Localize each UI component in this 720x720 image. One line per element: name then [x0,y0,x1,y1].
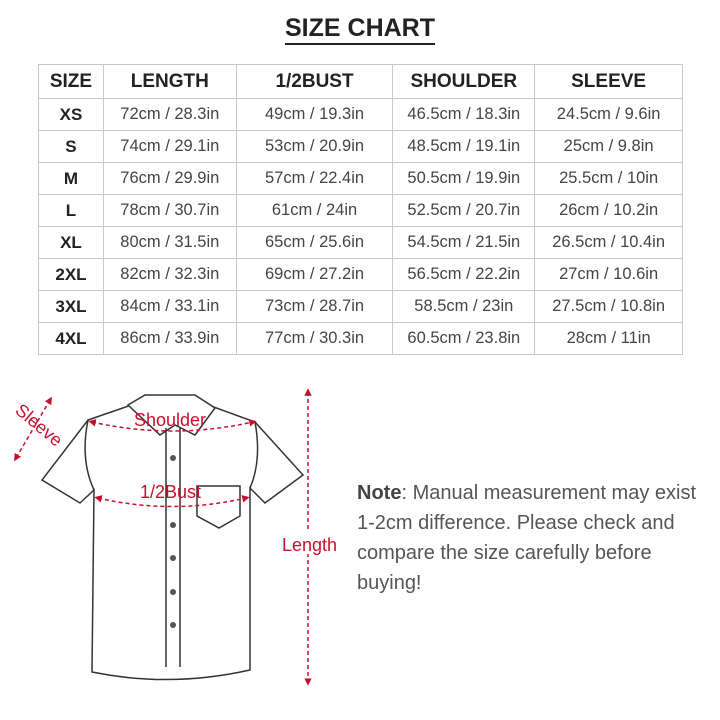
size-cell: 3XL [38,290,104,323]
measure-cell: 48.5cm / 19.1in [392,130,536,163]
page-title: SIZE CHART [0,14,720,45]
table-row: XL 80cm / 31.5in 65cm / 25.6in 54.5cm / 21.… [38,226,683,259]
buttons [170,455,176,628]
table-row: M 76cm / 29.9in 57cm / 22.4in 50.5cm / 19.9… [38,162,683,195]
measure-cell: 74cm / 29.1in [102,130,237,163]
measure-cell: 24.5cm / 9.6in [534,98,683,131]
measure-cell: 26cm / 10.2in [534,194,683,227]
table-header: SIZE LENGTH 1/2BUST SHOULDER SLEEVE [38,64,683,99]
measure-cell: 78cm / 30.7in [102,194,237,227]
shirt-diagram: Sleeve Shoulder 1/2Bust Length [11,388,338,686]
column-header: 1/2BUST [235,64,394,99]
measure-cell: 27.5cm / 10.8in [534,290,683,323]
measure-cell: 61cm / 24in [235,194,394,227]
column-header: SHOULDER [392,64,536,99]
shirt-icon [40,394,305,681]
measure-cell: 54.5cm / 21.5in [392,226,536,259]
size-cell: 4XL [38,322,104,355]
measure-cell: 28cm / 11in [534,322,683,355]
size-cell: M [38,162,104,195]
size-cell: XL [38,226,104,259]
measure-cell: 69cm / 27.2in [235,258,394,291]
measure-cell: 50.5cm / 19.9in [392,162,536,195]
measure-cell: 49cm / 19.3in [235,98,394,131]
size-cell: S [38,130,104,163]
measure-cell: 84cm / 33.1in [102,290,237,323]
size-cell: L [38,194,104,227]
measure-cell: 80cm / 31.5in [102,226,237,259]
measure-cell: 57cm / 22.4in [235,162,394,195]
measure-cell: 76cm / 29.9in [102,162,237,195]
measure-cell: 56.5cm / 22.2in [392,258,536,291]
measure-cell: 25.5cm / 10in [534,162,683,195]
measure-cell: 46.5cm / 18.3in [392,98,536,131]
measure-cell: 65cm / 25.6in [235,226,394,259]
shoulder-label: Shoulder [134,410,206,430]
note-text: Note: Manual measurement may exist 1-2cm… [357,482,697,594]
table-row: L 78cm / 30.7in 61cm / 24in 52.5cm / 20.7in… [38,194,683,227]
sleeve-label: Sleeve [11,400,66,451]
column-header: SLEEVE [534,64,683,99]
measure-cell: 58.5cm / 23in [392,290,536,323]
table-row: 2XL 82cm / 32.3in 69cm / 27.2in 56.5cm / 22… [38,258,683,291]
table-row: 3XL 84cm / 33.1in 73cm / 28.7in 58.5cm / 23… [38,290,683,323]
size-table: SIZE LENGTH 1/2BUST SHOULDER SLEEVE XS 72cm /… [38,64,683,355]
measure-cell: 77cm / 30.3in [235,322,394,355]
measure-cell: 26.5cm / 10.4in [534,226,683,259]
measure-lines [14,388,312,686]
measure-cell: 53cm / 20.9in [235,130,394,163]
table-row: XS 72cm / 28.3in 49cm / 19.3in 46.5cm / 18.… [38,98,683,131]
measure-cell: 82cm / 32.3in [102,258,237,291]
bust-label: 1/2Bust [140,482,201,502]
measure-cell: 73cm / 28.7in [235,290,394,323]
measure-cell: 27cm / 10.6in [534,258,683,291]
measure-cell: 86cm / 33.9in [102,322,237,355]
measure-cell: 25cm / 9.8in [534,130,683,163]
length-label: Length [282,535,337,555]
column-header: SIZE [38,64,104,99]
size-cell: XS [38,98,104,131]
table-row: S 74cm / 29.1in 53cm / 20.9in 48.5cm / 19.1… [38,130,683,163]
size-cell: 2XL [38,258,104,291]
column-header: LENGTH [102,64,237,99]
measure-cell: 52.5cm / 20.7in [392,194,536,227]
measure-cell: 72cm / 28.3in [102,98,237,131]
table-row: 4XL 86cm / 33.9in 77cm / 30.3in 60.5cm / 23… [38,322,683,355]
measure-cell: 60.5cm / 23.8in [392,322,536,355]
